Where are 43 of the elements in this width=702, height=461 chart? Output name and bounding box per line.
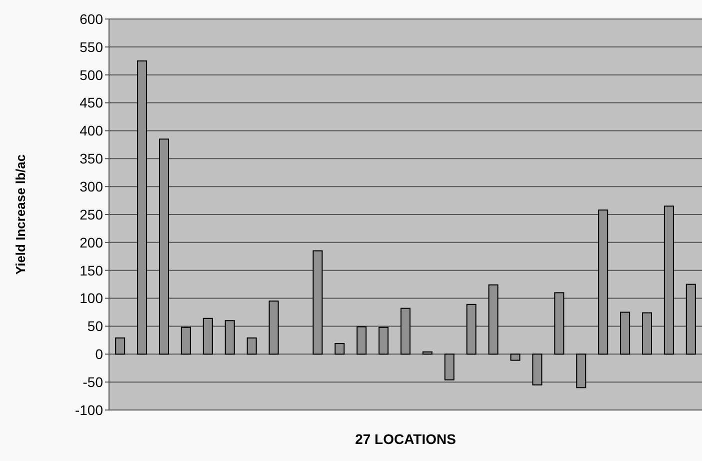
bar [532, 354, 542, 386]
x-axis-title: 27 LOCATIONS [355, 431, 456, 447]
y-tick-label: 250 [80, 206, 104, 222]
y-tick-label: 300 [80, 178, 104, 194]
y-tick-label: 500 [80, 66, 104, 83]
bar [158, 138, 169, 355]
y-tick-label: 450 [80, 94, 104, 111]
bar [598, 210, 608, 355]
bar [202, 318, 213, 355]
y-tick-label: -100 [74, 402, 104, 418]
y-tick-label: 400 [80, 122, 104, 139]
bar [422, 351, 432, 355]
y-tick-label: 600 [80, 10, 104, 27]
bar [246, 337, 257, 355]
bar [378, 326, 389, 355]
bar [620, 312, 630, 355]
bar [488, 284, 498, 355]
bar [466, 304, 476, 355]
bar [312, 250, 323, 355]
bar [510, 354, 520, 361]
y-tick-label: 350 [80, 150, 104, 167]
bar [686, 284, 696, 355]
bar [664, 206, 674, 355]
y-tick-label: 150 [80, 262, 104, 278]
bar [334, 343, 345, 355]
bar [400, 308, 410, 355]
bar [642, 312, 652, 355]
bar [268, 300, 279, 355]
bar [554, 292, 564, 355]
bar [444, 354, 454, 380]
bar [224, 320, 235, 355]
y-tick-label: 100 [80, 290, 104, 306]
y-tick-label: 200 [80, 234, 104, 250]
y-axis-title: Yield Increase lb/ac [13, 154, 28, 275]
bar [576, 354, 586, 388]
y-tick-label: 550 [80, 38, 104, 55]
bar [137, 60, 148, 355]
y-tick-label: -50 [82, 374, 104, 390]
bar [115, 337, 126, 355]
bar [180, 326, 191, 355]
bar [356, 326, 367, 355]
y-tick-label: 0 [95, 346, 104, 362]
y-tick-label: 50 [87, 318, 104, 334]
